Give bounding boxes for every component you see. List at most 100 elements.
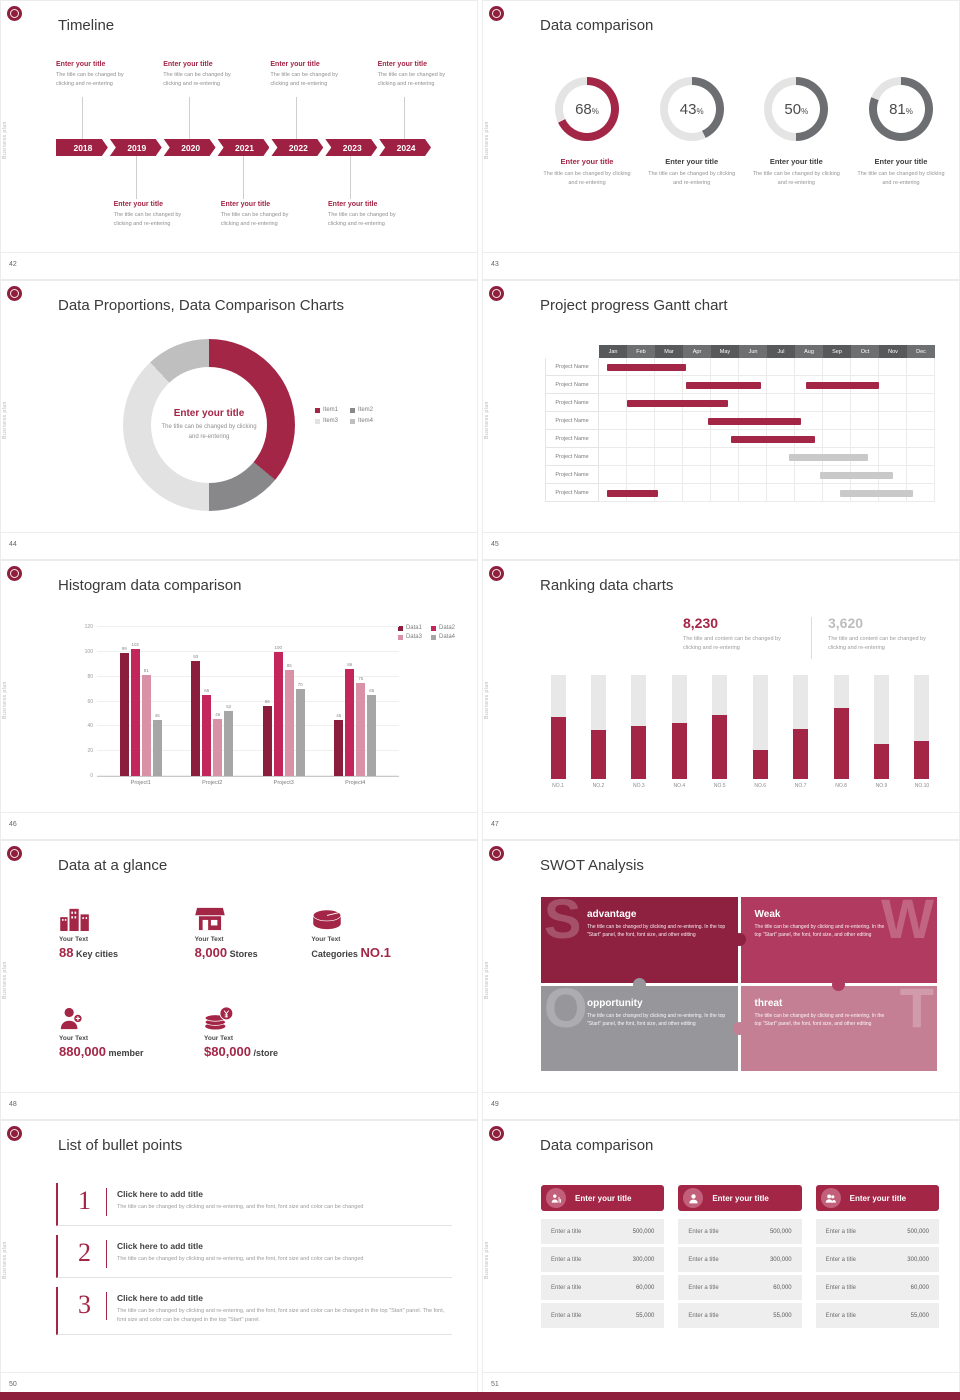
bar-value-label: 75: [358, 675, 364, 681]
gantt-cell: [683, 412, 711, 430]
bar-value-label: 46: [215, 711, 221, 717]
gantt-cell: [599, 430, 627, 448]
donut-legend: Item1 Item2 Item3 Item4: [315, 407, 373, 424]
stat-number: 880,000: [59, 1044, 106, 1059]
stat-label: Your Text: [59, 936, 89, 943]
swot-weakness-quadrant: W Weak The title can be changed by click…: [740, 891, 937, 991]
gantt-cell: [739, 448, 767, 466]
ranking-label: NO.7: [794, 783, 807, 789]
card-header-label: Enter your title: [712, 1193, 769, 1203]
ranking-label: NO.1: [552, 783, 564, 789]
gantt-cell: [711, 484, 739, 502]
ring-value: 50%: [784, 100, 809, 118]
stat-item: Your Text 8,000 Stores: [195, 903, 312, 960]
footer-divider: [483, 812, 959, 813]
gantt-row-label: Project Name: [545, 484, 599, 502]
gantt-bar: [820, 471, 893, 479]
ring-block: 68% Enter your title The title can be ch…: [539, 77, 635, 188]
ranking-track: [671, 675, 687, 779]
gantt-cell: [627, 376, 655, 394]
footer-divider: [1, 1372, 477, 1373]
gridline: 40: [87, 723, 399, 729]
slide-title: Data Proportions, Data Comparison Charts: [58, 297, 344, 314]
progress-rings-row: 68% Enter your title The title can be ch…: [539, 77, 949, 188]
gantt-track: [599, 466, 935, 484]
ranking-fill: [793, 729, 809, 779]
bullet-desc: The title can be changed by clicking and…: [117, 1204, 364, 1210]
stats-row: Your Text 880,000 member Your Text $80,0…: [59, 1002, 461, 1059]
bullet-number: 2: [78, 1238, 91, 1267]
gantt-cell: [879, 430, 907, 448]
ring-description: The title can be changed by clicking and…: [648, 171, 736, 186]
timeline-year: 2022: [271, 139, 323, 156]
timeline-item-title: Enter your title: [270, 61, 320, 68]
stat-item: Your Text 880,000 member: [59, 1002, 204, 1059]
ranking-label: NO.4: [673, 783, 686, 789]
gantt-bar: [789, 453, 868, 461]
row-label: Enter a title: [825, 1312, 857, 1319]
card-rows: Enter a title 500,000 Enter a title 300,00…: [541, 1219, 665, 1328]
gantt-row-label: Project Name: [545, 358, 599, 376]
timeline-connector: [189, 97, 191, 139]
card-row: Enter a title 500,000: [678, 1219, 802, 1244]
legend-swatch: [350, 407, 356, 413]
person-chart-icon: [546, 1188, 566, 1208]
gantt-cell: [795, 484, 823, 502]
page-number: 49: [491, 1101, 499, 1108]
card-rows: Enter a title 500,000 Enter a title 300,00…: [678, 1219, 802, 1328]
ring-title: Enter your title: [665, 157, 719, 166]
gantt-cell: [879, 358, 907, 376]
gantt-bar: [839, 489, 913, 497]
gantt-header: Jan Feb Mar Apr May Jun Jul Aug Sep Oct Nov Dec: [545, 345, 935, 358]
percent-sign: %: [905, 106, 913, 116]
bar-group: 56 100 85 70: [262, 627, 305, 776]
ranking-track: [752, 675, 768, 779]
comparison-card: Enter your title Enter a title 500,000 En…: [541, 1185, 665, 1331]
slide-title: Timeline: [58, 17, 115, 34]
card-row: Enter a title 55,000: [541, 1303, 665, 1328]
gantt-cell: [683, 358, 711, 376]
bullet-title: Click here to add title: [117, 1189, 203, 1199]
swot-grid: S advantage The title can be changed by …: [541, 891, 937, 1071]
gantt-cell: [795, 466, 823, 484]
percent-sign: %: [591, 106, 599, 116]
gantt-cell: [907, 358, 935, 376]
ranking-column: NO.1: [543, 675, 573, 789]
stat-value: 880,000 member: [59, 1044, 204, 1059]
bar-value-label: 85: [286, 663, 292, 669]
puzzle-knob: [732, 933, 746, 947]
timeline-item: Enter your title The title can be changed…: [328, 201, 398, 228]
timeline-connector: [82, 97, 83, 139]
swot-threat-quadrant: T threat The title can be changed by cli…: [732, 979, 937, 1071]
timeline-item-title: Enter your title: [220, 201, 271, 208]
page-number: 45: [491, 541, 499, 548]
ranking-fill: [833, 708, 849, 779]
legend-label: Data3: [405, 634, 422, 640]
ranking-label: NO.6: [754, 783, 767, 789]
bar-value-label: 70: [297, 682, 303, 688]
donut-hole: [151, 367, 267, 483]
stat-number: 8,000: [194, 945, 228, 960]
ranking-stats: 8,230 The title and content can be chang…: [683, 615, 956, 659]
ranking-label: NO.5: [713, 783, 726, 789]
comparison-card: Enter your title Enter a title 500,000 En…: [678, 1185, 802, 1331]
gantt-cell: [879, 448, 907, 466]
gantt-cell: [795, 412, 823, 430]
gantt-cell: [767, 394, 795, 412]
page-number: 47: [491, 821, 499, 828]
bar-value-label: 102: [131, 642, 140, 648]
vertical-series-label: Business plan: [2, 401, 8, 439]
legend-label: Item3: [323, 418, 339, 424]
ring-title: Enter your title: [560, 157, 614, 166]
histogram-chart: 0 20 40 60 80 100 120 99 102 81 45 93 65 46 52 56 100 85 7…: [85, 624, 399, 786]
timeline-item-title: Enter your title: [113, 201, 163, 208]
row-label: Enter a title: [551, 1284, 582, 1291]
gantt-row-label: Project Name: [545, 430, 599, 448]
timeline-connector: [242, 156, 244, 199]
gantt-chart: Jan Feb Mar Apr May Jun Jul Aug Sep Oct Nov Dec Proj…: [545, 345, 935, 502]
y-tick-label: 40: [87, 723, 93, 730]
timeline-item-desc: The title can be changed by clicking and…: [220, 212, 289, 227]
donut-center-label: Enter your title The title can be change…: [123, 339, 295, 511]
gantt-cell: [823, 430, 851, 448]
